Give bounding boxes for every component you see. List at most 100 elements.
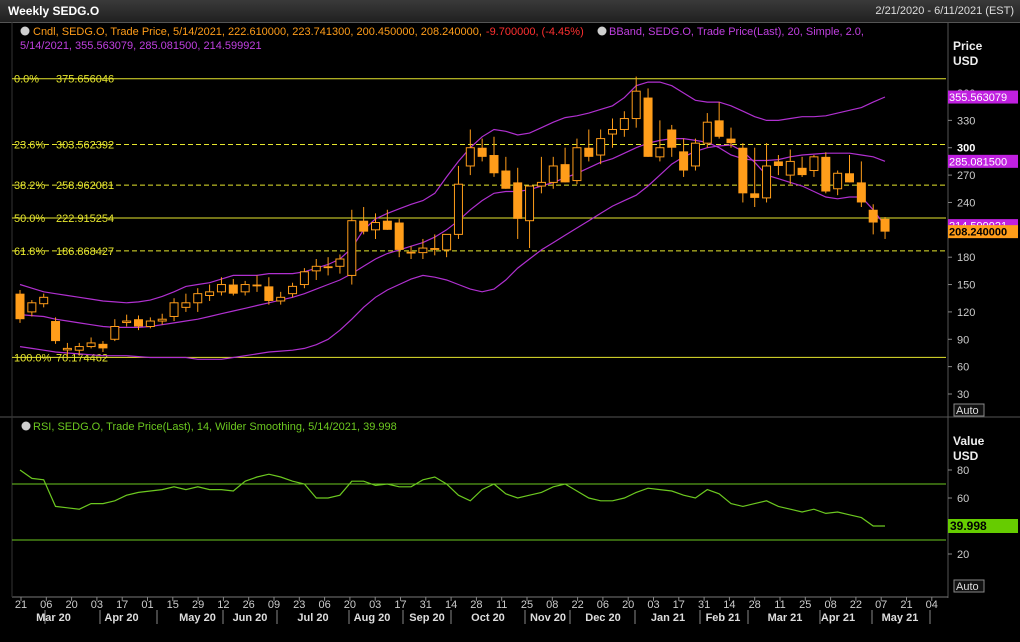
candle-up[interactable] bbox=[181, 302, 191, 308]
candle-up[interactable] bbox=[27, 302, 37, 313]
candle-up[interactable] bbox=[418, 247, 428, 254]
candle-up[interactable] bbox=[442, 233, 452, 251]
candle-up[interactable] bbox=[608, 128, 617, 135]
candle-up[interactable] bbox=[347, 220, 357, 276]
candle-up[interactable] bbox=[371, 222, 380, 231]
candle-up[interactable] bbox=[335, 258, 345, 267]
candle-down[interactable] bbox=[98, 343, 108, 349]
candle-up[interactable] bbox=[596, 138, 606, 156]
candle-down[interactable] bbox=[560, 164, 570, 183]
x-day-label: 11 bbox=[496, 599, 507, 611]
candle-down[interactable] bbox=[264, 286, 274, 301]
candle-up[interactable] bbox=[655, 147, 665, 158]
rsi-auto-button[interactable]: Auto bbox=[953, 579, 985, 593]
candle-up[interactable] bbox=[74, 346, 84, 351]
candle-down[interactable] bbox=[501, 170, 511, 189]
candle-up[interactable] bbox=[631, 90, 641, 120]
candle-down[interactable] bbox=[15, 293, 25, 320]
tag-last-price: 208.240000 bbox=[948, 225, 1018, 239]
x-day-label: 03 bbox=[369, 599, 381, 611]
x-month-label: Mar 21 bbox=[768, 612, 803, 624]
rsi-axis-unit: USD bbox=[953, 449, 979, 463]
x-day-label: 17 bbox=[673, 599, 685, 611]
fib-label: 23.6% bbox=[14, 139, 45, 151]
x-day-label: 07 bbox=[875, 599, 887, 611]
candle-up[interactable] bbox=[193, 293, 203, 304]
candle-down[interactable] bbox=[750, 193, 760, 198]
candle-up[interactable] bbox=[276, 296, 286, 302]
candle-up[interactable] bbox=[157, 318, 167, 322]
candle-up[interactable] bbox=[110, 326, 120, 340]
x-day-label: 06 bbox=[597, 599, 609, 611]
candle-down[interactable] bbox=[773, 161, 783, 166]
candle-down[interactable] bbox=[726, 138, 736, 144]
candle-up[interactable] bbox=[205, 291, 215, 296]
candle-down[interactable] bbox=[880, 218, 890, 232]
x-month-label: May 20 bbox=[179, 612, 216, 624]
svg-text:39.998: 39.998 bbox=[950, 519, 987, 533]
price-auto-button[interactable]: Auto bbox=[953, 403, 985, 417]
candle-down[interactable] bbox=[489, 155, 499, 174]
x-day-label: 01 bbox=[141, 599, 153, 611]
candle-down[interactable] bbox=[359, 220, 369, 232]
x-day-label: 25 bbox=[521, 599, 533, 611]
candle-down[interactable] bbox=[430, 248, 440, 250]
candle-down[interactable] bbox=[252, 284, 262, 287]
candle-up[interactable] bbox=[216, 284, 226, 293]
candle-up[interactable] bbox=[785, 160, 795, 176]
candle-up[interactable] bbox=[762, 165, 772, 199]
x-day-label: 08 bbox=[546, 599, 558, 611]
candle-down[interactable] bbox=[821, 156, 831, 192]
candle-up[interactable] bbox=[690, 142, 700, 167]
candle-up[interactable] bbox=[465, 147, 475, 167]
candle-up[interactable] bbox=[86, 342, 96, 348]
candle-down[interactable] bbox=[406, 251, 416, 254]
candle-down[interactable] bbox=[323, 266, 333, 269]
candle-down[interactable] bbox=[134, 319, 143, 327]
candle-down[interactable] bbox=[228, 284, 238, 294]
candle-up[interactable] bbox=[39, 296, 49, 305]
candle-up[interactable] bbox=[572, 147, 582, 182]
candle-up[interactable] bbox=[453, 183, 463, 235]
candle-up[interactable] bbox=[240, 284, 250, 293]
x-day-label: 14 bbox=[723, 599, 735, 611]
candle-down[interactable] bbox=[845, 173, 854, 183]
candle-down[interactable] bbox=[394, 222, 404, 250]
candle-down[interactable] bbox=[584, 147, 594, 157]
candle-down[interactable] bbox=[738, 147, 748, 194]
candle-up[interactable] bbox=[288, 285, 298, 295]
candle-down[interactable] bbox=[868, 209, 878, 223]
legend-toggle-icon[interactable] bbox=[597, 26, 607, 36]
candle-down[interactable] bbox=[382, 220, 392, 230]
candle-up[interactable] bbox=[525, 185, 535, 222]
price-tick-label: 150 bbox=[957, 280, 975, 292]
x-month-label: Nov 20 bbox=[530, 612, 566, 624]
candle-up[interactable] bbox=[122, 320, 132, 324]
candle-up[interactable] bbox=[619, 118, 629, 130]
candle-down[interactable] bbox=[667, 129, 677, 148]
legend-toggle-icon[interactable] bbox=[21, 421, 31, 431]
candle-up[interactable] bbox=[145, 320, 155, 328]
candle-up[interactable] bbox=[62, 347, 72, 351]
candle-down[interactable] bbox=[679, 151, 689, 171]
candle-up[interactable] bbox=[833, 172, 843, 190]
candle-down[interactable] bbox=[477, 147, 487, 157]
candle-up[interactable] bbox=[299, 271, 309, 286]
candle-up[interactable] bbox=[169, 302, 179, 317]
candle-down[interactable] bbox=[797, 167, 807, 176]
legend-toggle-icon[interactable] bbox=[20, 26, 30, 36]
candle-up[interactable] bbox=[702, 121, 712, 144]
candle-up[interactable] bbox=[311, 265, 321, 272]
candlestick-series[interactable] bbox=[15, 76, 890, 358]
candle-up[interactable] bbox=[536, 181, 546, 187]
candle-down[interactable] bbox=[856, 182, 866, 203]
candle-down[interactable] bbox=[513, 182, 523, 219]
candle-up[interactable] bbox=[809, 156, 819, 172]
candle-up[interactable] bbox=[548, 165, 558, 183]
candle-down[interactable] bbox=[714, 120, 724, 137]
date-range: 2/21/2020 - 6/11/2021 (EST) bbox=[875, 5, 1014, 17]
price-tick-label: 30 bbox=[957, 389, 969, 401]
candle-down[interactable] bbox=[51, 321, 61, 342]
candle-down[interactable] bbox=[643, 97, 653, 157]
